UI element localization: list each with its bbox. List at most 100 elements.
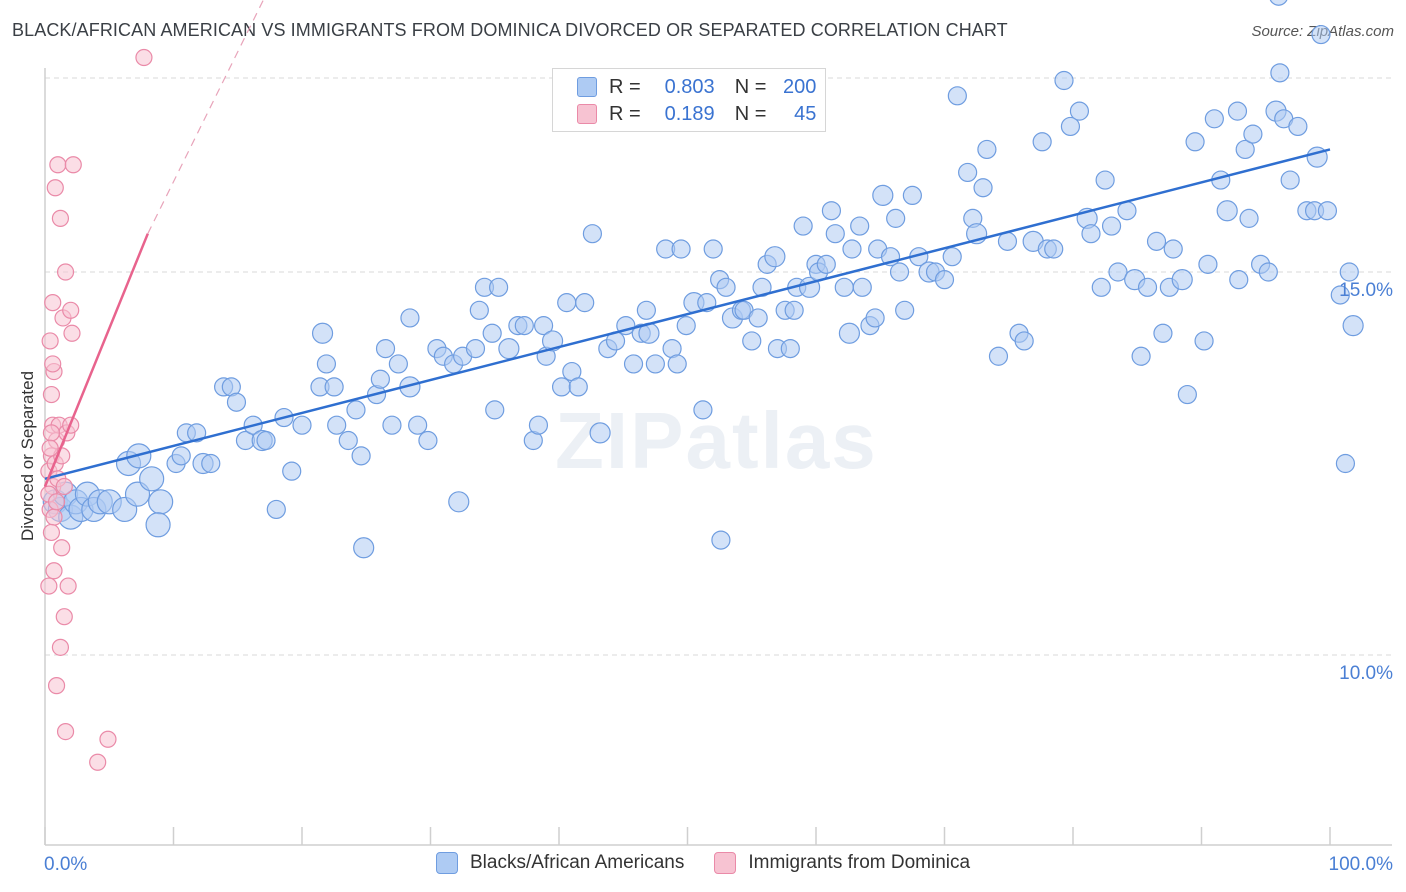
data-point-blacks — [889, 262, 910, 282]
data-point-blacks — [1288, 116, 1308, 137]
data-point-blacks — [1339, 262, 1359, 282]
data-point-blacks — [226, 392, 247, 412]
legend-swatch-blue — [436, 852, 458, 874]
data-point-blacks — [764, 246, 786, 268]
data-point-blacks — [482, 323, 502, 343]
data-point-blacks — [589, 422, 611, 444]
data-point-blacks — [693, 400, 713, 420]
data-point-blacks — [1194, 331, 1214, 351]
data-point-blacks — [201, 453, 221, 474]
data-point-blacks — [1216, 200, 1238, 222]
data-point-blacks — [282, 461, 302, 481]
data-point-dominica — [47, 677, 66, 695]
data-point-blacks — [821, 201, 842, 221]
data-point-blacks — [816, 254, 836, 274]
data-point-blacks — [1317, 201, 1338, 221]
data-point-blacks — [1270, 63, 1290, 83]
data-point-blacks — [752, 277, 772, 297]
legend-item-dominica: Immigrants from Dominica — [714, 852, 970, 874]
data-point-blacks — [1243, 124, 1263, 144]
data-point-blacks — [667, 354, 687, 374]
data-point-dominica — [44, 294, 62, 312]
data-point-blacks — [636, 300, 656, 320]
data-point-blacks — [1054, 70, 1074, 91]
trend-lines — [43, 148, 1331, 487]
y-tick-labels: 10.0%15.0%20.0%25.0% — [1339, 280, 1393, 684]
data-point-blacks — [1137, 277, 1158, 297]
data-point-dominica — [55, 608, 73, 626]
data-point-blacks — [780, 339, 800, 359]
legend-label-blacks: Blacks/African Americans — [470, 852, 685, 873]
data-point-blacks — [1171, 269, 1193, 291]
data-point-dominica — [59, 577, 77, 595]
data-point-blacks — [1163, 239, 1183, 259]
data-point-blacks — [1258, 262, 1278, 282]
legend-swatch-blue — [577, 77, 597, 97]
data-point-blacks — [977, 139, 997, 160]
data-point-blacks — [1239, 208, 1259, 228]
correlation-legend: R = 0.803 N = 200 R = 0.189 N = 45 — [552, 68, 826, 132]
data-point-blacks — [1101, 216, 1122, 236]
data-point-dominica — [44, 355, 62, 373]
data-point-blacks — [292, 415, 312, 435]
data-point-blacks — [311, 322, 334, 344]
data-point-blacks — [676, 316, 696, 336]
legend-r-value: 0.803 — [664, 75, 715, 98]
data-point-blacks — [671, 239, 691, 259]
legend-r-label: R = — [609, 102, 641, 125]
legend-r-label: R = — [609, 75, 641, 98]
data-point-blacks — [469, 300, 489, 320]
data-point-blacks — [886, 208, 906, 228]
data-point-dominica — [49, 156, 67, 174]
data-point-dominica — [51, 209, 70, 227]
data-point-blacks — [834, 277, 854, 297]
data-point-blacks — [1014, 331, 1034, 351]
data-point-blacks — [838, 322, 861, 344]
data-point-blacks — [148, 489, 174, 515]
chart-title: BLACK/AFRICAN AMERICAN VS IMMIGRANTS FRO… — [12, 20, 1008, 40]
data-point-blacks — [557, 293, 577, 313]
legend-n-label: N = — [734, 75, 767, 98]
data-point-blacks — [139, 466, 165, 492]
data-point-blacks — [1131, 346, 1151, 366]
data-point-dominica — [42, 424, 61, 442]
data-point-dominica — [47, 493, 66, 511]
data-point-blacks — [338, 430, 358, 451]
data-point-blacks — [1204, 109, 1224, 129]
data-point-dominica — [41, 332, 59, 350]
legend-item-blacks: Blacks/African Americans — [436, 852, 684, 874]
data-point-blacks — [895, 300, 915, 320]
data-point-blacks — [582, 224, 603, 244]
data-point-blacks — [541, 330, 564, 352]
data-point-dominica — [42, 523, 61, 542]
data-point-blacks — [716, 277, 736, 297]
data-point-blacks — [934, 270, 955, 290]
x-tick-label: 100.0% — [1329, 854, 1394, 875]
data-point-blacks — [187, 423, 207, 443]
data-point-blacks — [703, 239, 723, 259]
legend-row-blacks: R = 0.803 N = 200 — [577, 75, 816, 99]
data-point-blacks — [528, 415, 549, 435]
data-point-blacks — [1185, 132, 1205, 152]
legend-row-dominica: R = 0.189 N = 45 — [577, 102, 816, 126]
data-point-blacks — [1091, 277, 1111, 297]
data-point-blacks — [388, 354, 408, 374]
data-point-dominica — [99, 730, 117, 748]
trend-extension — [147, 0, 265, 234]
data-point-blacks — [942, 247, 962, 267]
data-point-blacks — [1153, 323, 1173, 343]
data-point-blacks — [533, 316, 554, 336]
legend-swatch-pink — [714, 852, 737, 874]
data-point-blacks — [973, 178, 993, 198]
data-point-dominica — [89, 753, 107, 771]
data-point-blacks — [1330, 285, 1350, 305]
data-point-blacks — [346, 400, 366, 420]
data-point-blacks — [400, 308, 420, 328]
data-point-dominica — [45, 508, 63, 526]
data-point-blacks — [1177, 384, 1197, 405]
data-point-blacks — [485, 400, 505, 420]
data-point-blacks — [1335, 453, 1356, 474]
data-point-blacks — [489, 277, 509, 297]
data-point-blacks — [1060, 116, 1081, 137]
